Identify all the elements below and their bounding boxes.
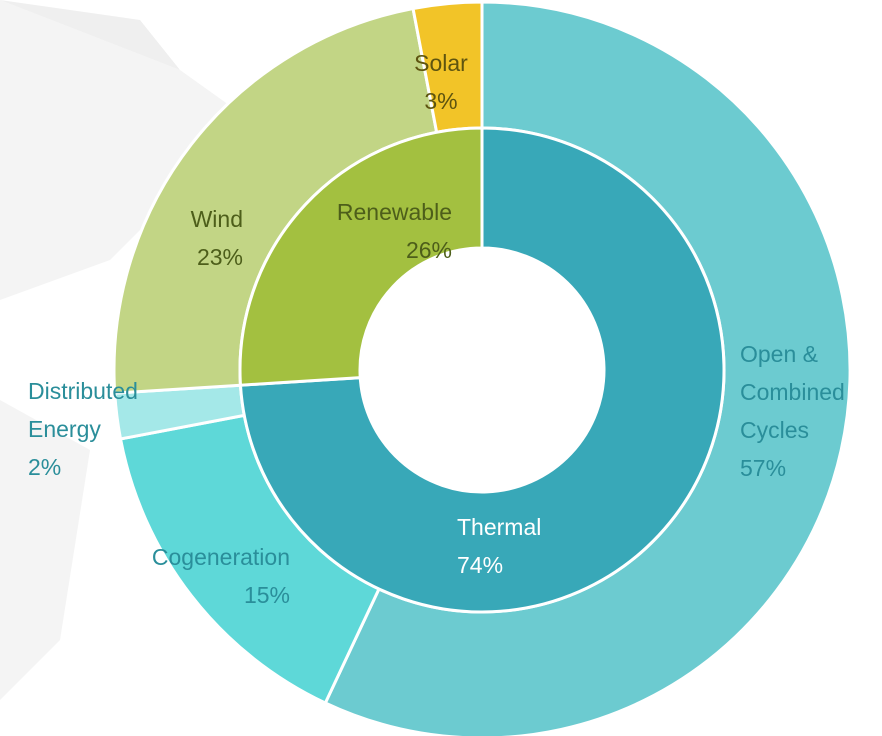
category-label: Renewable: [336, 199, 452, 225]
value-label: 3%: [424, 88, 458, 114]
background-swoosh: [0, 400, 90, 700]
outer-label: Solar 3%: [414, 44, 468, 120]
value-label: 23%: [196, 244, 243, 270]
background-swoosh: [0, 0, 180, 70]
value-label: 26%: [405, 237, 452, 263]
category-label: Cogeneration: [151, 544, 290, 570]
value-label: 2%: [28, 454, 62, 480]
category-label: Open & Combined Cycles: [740, 341, 845, 443]
category-label: Wind: [190, 206, 243, 232]
inner-segment: [238, 126, 726, 614]
background-swoosh: [0, 0, 250, 300]
category-label: Distributed Energy: [28, 378, 138, 442]
value-label: 74%: [457, 552, 504, 578]
inner-segment: [238, 126, 484, 387]
inner-label: Thermal 74%: [457, 508, 541, 584]
category-label: Thermal: [457, 514, 542, 540]
inner-label: Renewable 26%: [337, 193, 452, 269]
value-label: 57%: [740, 455, 787, 481]
outer-label: Cogeneration 15%: [152, 538, 290, 614]
outer-label: Open & Combined Cycles 57%: [740, 335, 870, 487]
value-label: 15%: [243, 582, 290, 608]
outer-label: Distributed Energy 2%: [28, 372, 158, 486]
category-label: Solar: [414, 50, 468, 76]
outer-label: Wind 23%: [191, 200, 243, 276]
